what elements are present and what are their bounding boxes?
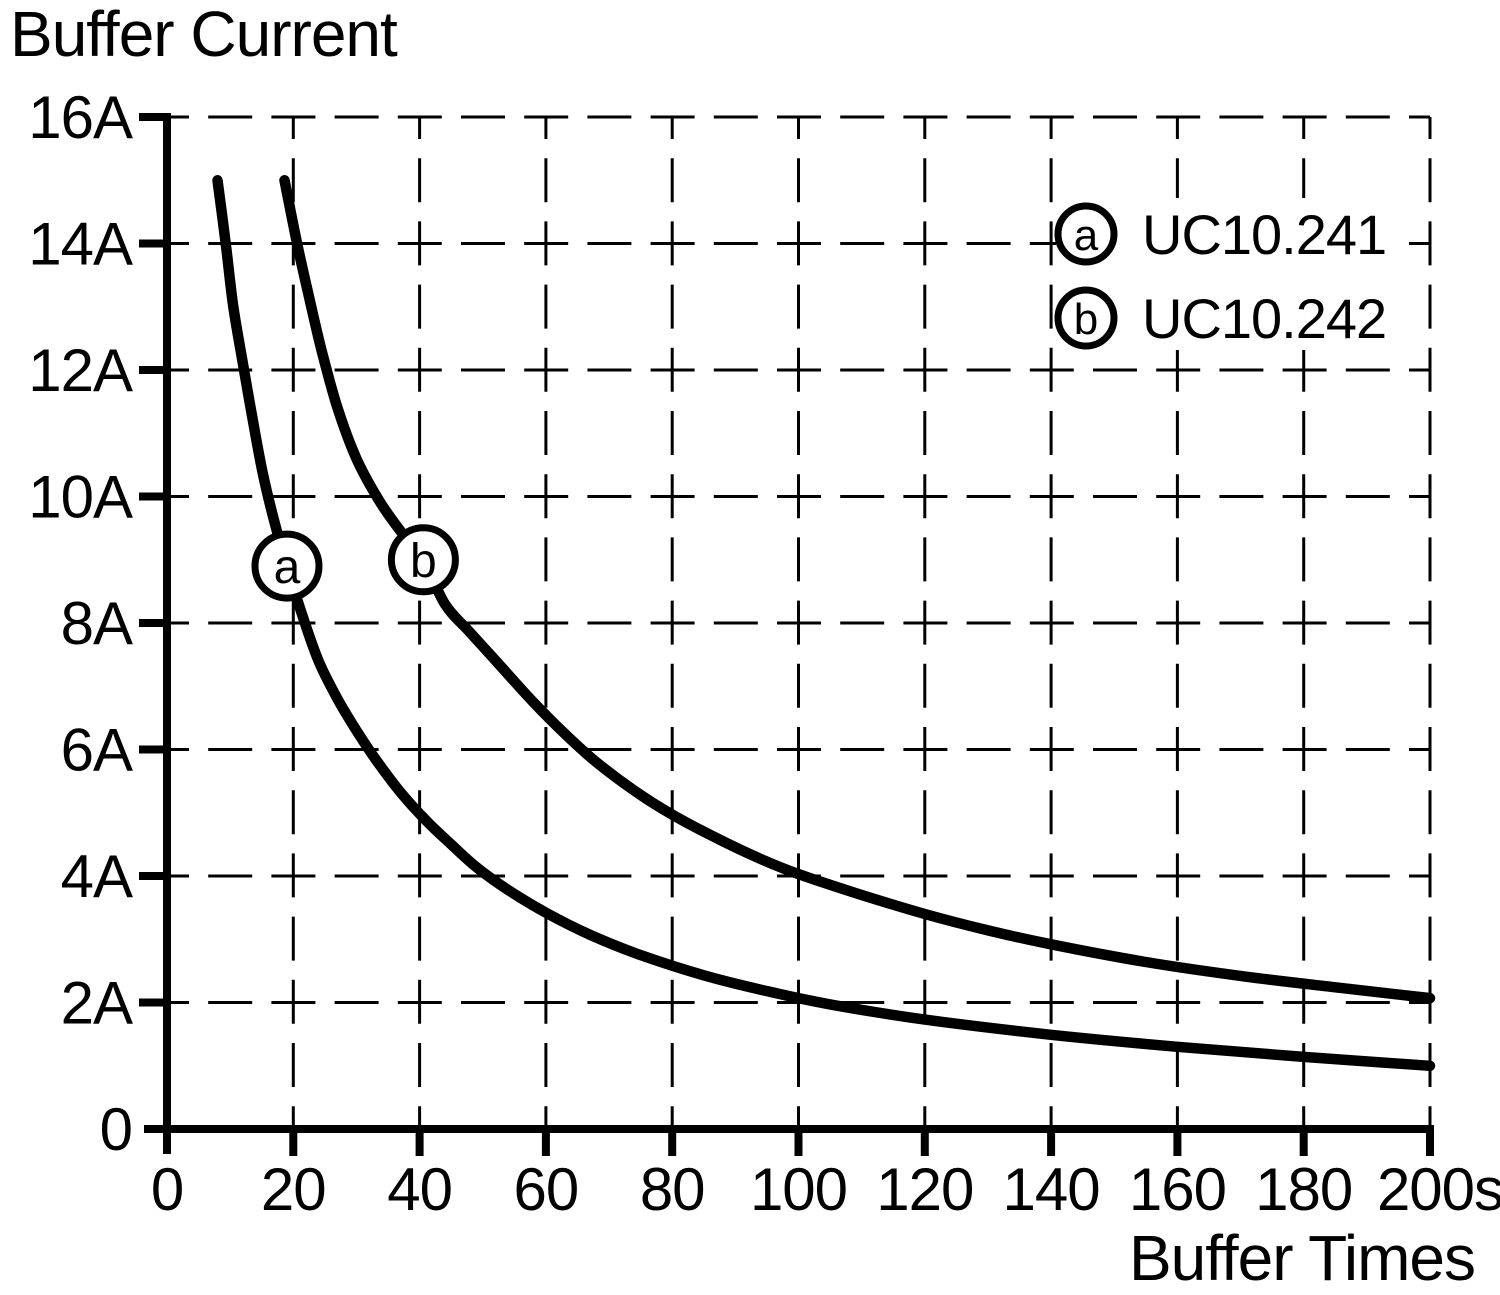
legend-item-a: a UC10.241 — [1054, 198, 1400, 272]
y-tick-label-4A: 4A — [61, 843, 133, 910]
curve-marker-a-circle — [251, 530, 323, 602]
x-tick-label-20: 20 — [261, 1156, 326, 1223]
curve-marker-b-letter: b — [410, 535, 437, 588]
curve-marker-b-circle — [387, 524, 459, 596]
y-tick-label-12A: 12A — [28, 337, 133, 404]
legend-label-b: UC10.242 — [1142, 287, 1386, 350]
curve-marker-a-letter: a — [274, 541, 301, 594]
curve-layer — [212, 175, 1436, 1072]
y-tick-label-0: 0 — [100, 1096, 132, 1163]
legend-marker-a-letter: a — [1074, 211, 1099, 260]
y-tick-label-8A: 8A — [61, 590, 133, 657]
tick-label-layer: 0 2A 4A 6A 8A 10A 12A 14A 16A 0 20 40 60 80 100 120 140 1… — [28, 84, 1500, 1223]
x-tick-label-160: 160 — [1129, 1156, 1226, 1223]
legend-marker-a-icon — [1054, 202, 1118, 266]
x-tick-label-200s: 200s — [1377, 1156, 1500, 1223]
x-tick-label-140: 140 — [1003, 1156, 1100, 1223]
y-tick-label-6A: 6A — [61, 717, 133, 784]
legend: a UC10.241 b UC10.242 — [1054, 198, 1400, 350]
curve-marker-a: a — [251, 530, 323, 602]
x-tick-label-120: 120 — [876, 1156, 973, 1223]
curve-a — [212, 175, 1436, 1072]
x-tick-label-180: 180 — [1255, 1156, 1352, 1223]
curve-b — [279, 175, 1436, 1004]
chart-title: Buffer Current — [10, 0, 398, 70]
y-tick-label-2A: 2A — [61, 970, 133, 1037]
x-tick-label-80: 80 — [640, 1156, 705, 1223]
legend-label-a: UC10.241 — [1142, 203, 1386, 266]
grid-layer — [167, 115, 1432, 1129]
x-axis-title: Buffer Times — [1129, 1222, 1475, 1294]
y-tick-label-14A: 14A — [28, 211, 133, 278]
legend-marker-b-letter: b — [1074, 295, 1098, 344]
axis-layer — [139, 113, 1434, 1156]
y-tick-label-16A: 16A — [28, 84, 133, 151]
x-tick-label-0: 0 — [151, 1156, 183, 1223]
x-tick-label-100: 100 — [750, 1156, 847, 1223]
legend-marker-b-icon — [1054, 286, 1118, 350]
legend-item-b: b UC10.242 — [1054, 282, 1400, 350]
curve-marker-b: b — [387, 524, 459, 596]
x-tick-label-60: 60 — [514, 1156, 579, 1223]
x-tick-label-40: 40 — [387, 1156, 452, 1223]
y-tick-label-10A: 10A — [28, 464, 133, 531]
